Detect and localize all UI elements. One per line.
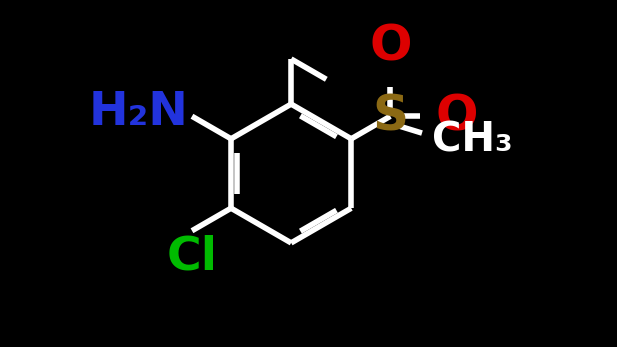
Text: Cl: Cl [167, 234, 217, 279]
Text: S: S [372, 92, 408, 140]
Text: O: O [369, 23, 412, 71]
Text: H₂N: H₂N [89, 90, 189, 135]
Text: O: O [436, 92, 478, 140]
Text: CH₃: CH₃ [433, 120, 513, 160]
